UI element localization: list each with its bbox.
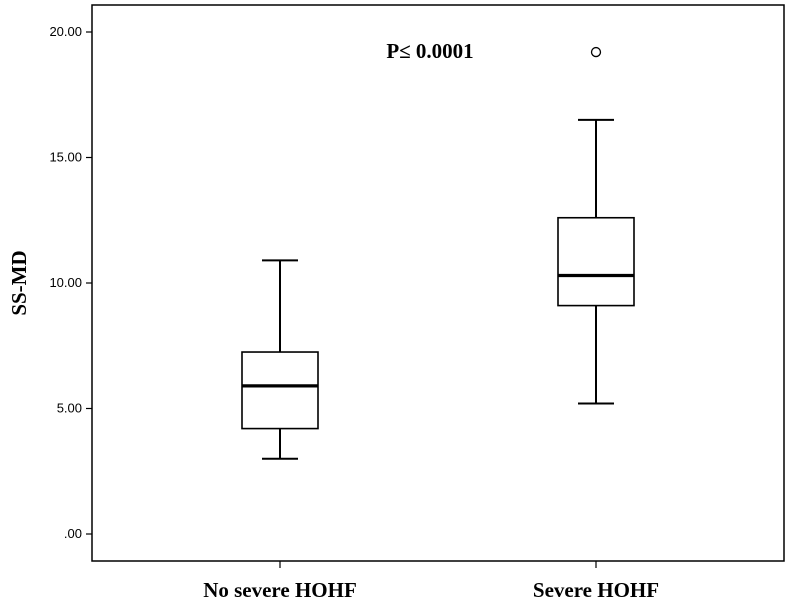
y-axis-title: SS-MD bbox=[7, 250, 31, 315]
box-group bbox=[241, 259, 319, 460]
iqr-box bbox=[241, 351, 319, 430]
y-axis: .00 5.00 10.00 15.00 20.00 bbox=[49, 24, 92, 541]
outlier-point bbox=[590, 46, 602, 58]
p-value-annotation: P≤ 0.0001 bbox=[386, 39, 473, 63]
x-tick-label: No severe HOHF bbox=[203, 578, 357, 602]
x-tick-label: Severe HOHF bbox=[533, 578, 659, 602]
y-tick-label: .00 bbox=[64, 526, 82, 541]
boxes bbox=[241, 46, 635, 460]
x-axis: No severe HOHF Severe HOHF bbox=[203, 561, 659, 602]
y-tick-label: 15.00 bbox=[49, 150, 82, 165]
y-tick-label: 5.00 bbox=[57, 401, 82, 416]
y-tick-label: 10.00 bbox=[49, 275, 82, 290]
box-group bbox=[557, 46, 635, 405]
iqr-box bbox=[557, 216, 635, 307]
y-tick-label: 20.00 bbox=[49, 24, 82, 39]
plot-frame bbox=[91, 4, 785, 562]
